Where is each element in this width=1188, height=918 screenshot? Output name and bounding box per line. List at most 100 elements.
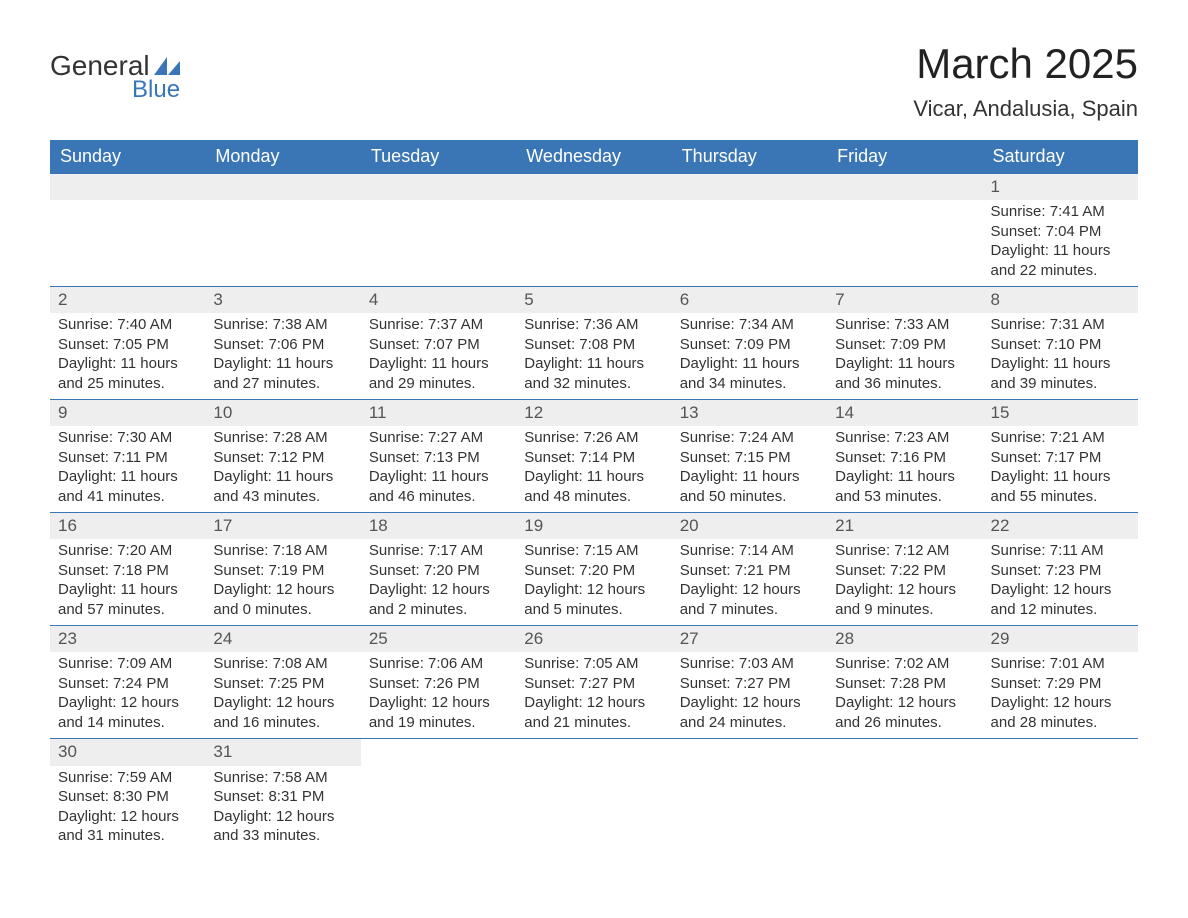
daylight-line-2: and 57 minutes.	[58, 600, 197, 620]
sunset-line: Sunset: 7:18 PM	[58, 561, 197, 581]
day-cell: Sunrise: 7:59 AMSunset: 8:30 PMDaylight:…	[50, 766, 205, 852]
daylight-line-2: and 32 minutes.	[524, 374, 663, 394]
day-cell: Sunrise: 7:23 AMSunset: 7:16 PMDaylight:…	[827, 426, 982, 513]
daylight-line-2: and 29 minutes.	[369, 374, 508, 394]
day-cell: Sunrise: 7:27 AMSunset: 7:13 PMDaylight:…	[361, 426, 516, 513]
sunset-line: Sunset: 7:28 PM	[835, 674, 974, 694]
daylight-line-1: Daylight: 11 hours	[524, 354, 663, 374]
day-number: 18	[361, 513, 516, 540]
day-number: 22	[983, 513, 1138, 540]
day-number: 29	[983, 626, 1138, 653]
daylight-line-1: Daylight: 12 hours	[369, 693, 508, 713]
sunset-line: Sunset: 7:16 PM	[835, 448, 974, 468]
month-title: March 2025	[913, 40, 1138, 88]
day-cell: Sunrise: 7:17 AMSunset: 7:20 PMDaylight:…	[361, 539, 516, 626]
day-number: 28	[827, 626, 982, 653]
daylight-line-1: Daylight: 11 hours	[991, 467, 1130, 487]
day-number: 10	[205, 400, 360, 427]
day-header: Wednesday	[516, 140, 671, 174]
sunset-line: Sunset: 7:24 PM	[58, 674, 197, 694]
day-number: 9	[50, 400, 205, 427]
day-cell: Sunrise: 7:34 AMSunset: 7:09 PMDaylight:…	[672, 313, 827, 400]
day-cell: Sunrise: 7:24 AMSunset: 7:15 PMDaylight:…	[672, 426, 827, 513]
daylight-line-2: and 12 minutes.	[991, 600, 1130, 620]
day-cell: Sunrise: 7:28 AMSunset: 7:12 PMDaylight:…	[205, 426, 360, 513]
daylight-line-1: Daylight: 11 hours	[369, 354, 508, 374]
daylight-line-1: Daylight: 11 hours	[213, 467, 352, 487]
sunset-line: Sunset: 7:12 PM	[213, 448, 352, 468]
day-header: Sunday	[50, 140, 205, 174]
daylight-line-2: and 22 minutes.	[991, 261, 1130, 281]
day-cell: Sunrise: 7:30 AMSunset: 7:11 PMDaylight:…	[50, 426, 205, 513]
sunrise-line: Sunrise: 7:37 AM	[369, 315, 508, 335]
day-number: 21	[827, 513, 982, 540]
sunrise-line: Sunrise: 7:31 AM	[991, 315, 1130, 335]
sunrise-line: Sunrise: 7:08 AM	[213, 654, 352, 674]
day-number	[827, 174, 982, 201]
day-cell	[672, 200, 827, 287]
sunrise-line: Sunrise: 7:38 AM	[213, 315, 352, 335]
sunrise-line: Sunrise: 7:03 AM	[680, 654, 819, 674]
sunset-line: Sunset: 7:23 PM	[991, 561, 1130, 581]
sunrise-line: Sunrise: 7:15 AM	[524, 541, 663, 561]
day-number: 25	[361, 626, 516, 653]
daylight-line-1: Daylight: 12 hours	[213, 693, 352, 713]
day-header: Friday	[827, 140, 982, 174]
daylight-line-1: Daylight: 11 hours	[835, 354, 974, 374]
day-cell: Sunrise: 7:21 AMSunset: 7:17 PMDaylight:…	[983, 426, 1138, 513]
daylight-line-2: and 39 minutes.	[991, 374, 1130, 394]
day-cell: Sunrise: 7:41 AMSunset: 7:04 PMDaylight:…	[983, 200, 1138, 287]
day-number: 23	[50, 626, 205, 653]
sunset-line: Sunset: 7:19 PM	[213, 561, 352, 581]
day-number: 27	[672, 626, 827, 653]
data-row: Sunrise: 7:20 AMSunset: 7:18 PMDaylight:…	[50, 539, 1138, 626]
daynum-row: 3031	[50, 739, 1138, 766]
daylight-line-2: and 25 minutes.	[58, 374, 197, 394]
daylight-line-1: Daylight: 11 hours	[58, 580, 197, 600]
day-header-row: SundayMondayTuesdayWednesdayThursdayFrid…	[50, 140, 1138, 174]
day-number	[205, 174, 360, 201]
sunrise-line: Sunrise: 7:12 AM	[835, 541, 974, 561]
sunset-line: Sunset: 8:31 PM	[213, 787, 352, 807]
sunrise-line: Sunrise: 7:06 AM	[369, 654, 508, 674]
daylight-line-1: Daylight: 11 hours	[991, 241, 1130, 261]
daylight-line-2: and 16 minutes.	[213, 713, 352, 733]
day-number: 8	[983, 287, 1138, 314]
day-cell: Sunrise: 7:36 AMSunset: 7:08 PMDaylight:…	[516, 313, 671, 400]
day-number: 31	[205, 739, 360, 766]
day-number	[672, 739, 827, 766]
day-number: 7	[827, 287, 982, 314]
day-header: Monday	[205, 140, 360, 174]
sunrise-line: Sunrise: 7:24 AM	[680, 428, 819, 448]
sunset-line: Sunset: 7:14 PM	[524, 448, 663, 468]
sunset-line: Sunset: 7:09 PM	[680, 335, 819, 355]
daylight-line-1: Daylight: 11 hours	[524, 467, 663, 487]
daynum-row: 16171819202122	[50, 513, 1138, 540]
daylight-line-2: and 53 minutes.	[835, 487, 974, 507]
sunset-line: Sunset: 7:27 PM	[680, 674, 819, 694]
day-number	[672, 174, 827, 201]
daynum-row: 2345678	[50, 287, 1138, 314]
daylight-line-1: Daylight: 11 hours	[58, 354, 197, 374]
sunrise-line: Sunrise: 7:20 AM	[58, 541, 197, 561]
day-cell	[827, 200, 982, 287]
day-cell: Sunrise: 7:15 AMSunset: 7:20 PMDaylight:…	[516, 539, 671, 626]
daylight-line-2: and 41 minutes.	[58, 487, 197, 507]
data-row: Sunrise: 7:09 AMSunset: 7:24 PMDaylight:…	[50, 652, 1138, 739]
day-number: 16	[50, 513, 205, 540]
day-header: Saturday	[983, 140, 1138, 174]
day-cell	[361, 200, 516, 287]
daynum-row: 23242526272829	[50, 626, 1138, 653]
day-number: 5	[516, 287, 671, 314]
daylight-line-2: and 19 minutes.	[369, 713, 508, 733]
sunset-line: Sunset: 7:20 PM	[369, 561, 508, 581]
sunset-line: Sunset: 7:17 PM	[991, 448, 1130, 468]
daylight-line-1: Daylight: 12 hours	[369, 580, 508, 600]
daylight-line-2: and 46 minutes.	[369, 487, 508, 507]
day-header: Thursday	[672, 140, 827, 174]
daynum-row: 9101112131415	[50, 400, 1138, 427]
daylight-line-2: and 26 minutes.	[835, 713, 974, 733]
day-number: 26	[516, 626, 671, 653]
daylight-line-1: Daylight: 11 hours	[680, 467, 819, 487]
day-number	[516, 739, 671, 766]
